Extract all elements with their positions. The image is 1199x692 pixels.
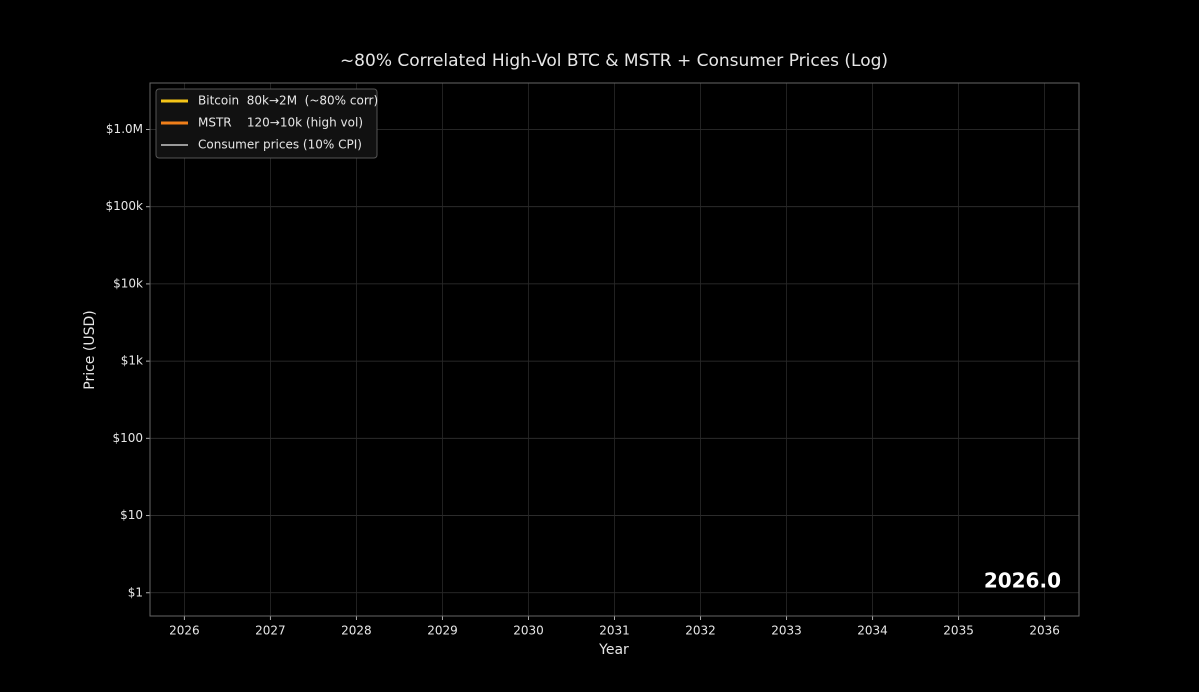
x-tick-label: 2033 [771, 624, 802, 638]
y-tick-label: $1k [121, 354, 143, 368]
x-tick-label: 2032 [685, 624, 716, 638]
y-tick-label: $100k [106, 199, 144, 213]
chart-title: ~80% Correlated High-Vol BTC & MSTR + Co… [340, 51, 888, 71]
y-tick-label: $1 [128, 585, 143, 599]
plot-frame [149, 82, 1080, 617]
legend-box [155, 88, 378, 159]
x-tick-label: 2030 [513, 624, 544, 638]
x-tick-label: 2029 [427, 624, 458, 638]
x-tick-label: 2028 [341, 624, 372, 638]
legend-label: MSTR 120→10k (high vol) [198, 116, 363, 130]
x-tick-label: 2035 [943, 624, 974, 638]
legend-label: Bitcoin 80k→2M (~80% corr) [198, 94, 378, 108]
annotation: 2026.0 [984, 569, 1061, 593]
x-tick-label: 2031 [599, 624, 630, 638]
y-axis-label: Price (USD) [82, 310, 98, 389]
x-tick-label: 2034 [857, 624, 888, 638]
y-tick-label: $100 [112, 431, 143, 445]
x-tick-label: 2026 [169, 624, 200, 638]
y-tick-label: $10k [113, 276, 143, 290]
y-tick-label: $10 [120, 508, 143, 522]
x-tick-label: 2036 [1029, 624, 1060, 638]
y-tick-label: $1.0M [106, 122, 143, 136]
x-tick-label: 2027 [255, 624, 286, 638]
x-axis-label: Year [598, 642, 629, 658]
legend-label: Consumer prices (10% CPI) [198, 138, 362, 152]
